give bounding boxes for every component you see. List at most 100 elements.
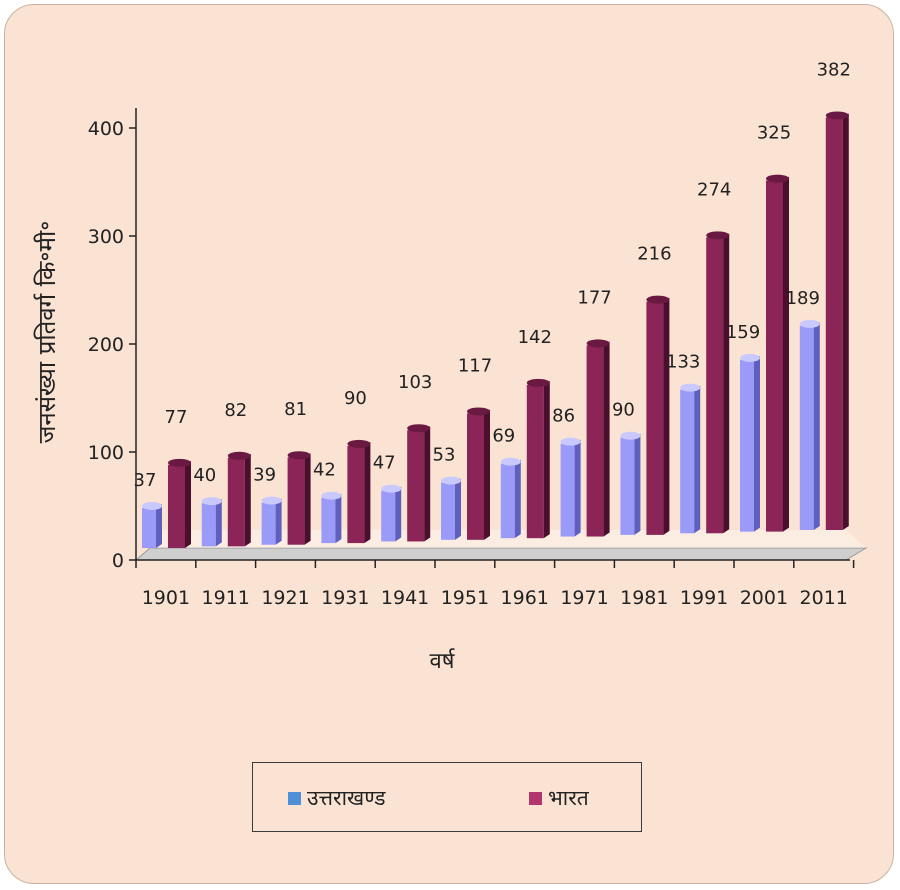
legend-item-uttarakhand: उत्तराखण्ड xyxy=(288,784,385,812)
bar-0-1941 xyxy=(381,484,402,542)
data-label: 142 xyxy=(518,327,552,348)
bar-side xyxy=(484,409,490,540)
data-label: 189 xyxy=(786,288,820,309)
data-label: 216 xyxy=(637,244,671,265)
bar-top xyxy=(168,458,191,467)
bar-top xyxy=(799,319,820,328)
bar-side xyxy=(275,498,282,545)
bar-top xyxy=(620,431,641,440)
bar-front xyxy=(287,457,305,545)
bar-0-1971 xyxy=(560,437,581,537)
bar-front xyxy=(227,457,245,547)
y-tick-label: 100 xyxy=(88,442,124,464)
bar-front xyxy=(680,389,695,534)
bar-side xyxy=(304,453,311,545)
x-tick-label: 1951 xyxy=(441,587,489,609)
bar-1-2011 xyxy=(825,111,849,530)
bar-1-1981 xyxy=(646,295,670,535)
bar-side xyxy=(842,113,849,530)
bar-side xyxy=(335,493,342,544)
data-label: 159 xyxy=(726,322,760,343)
bar-side xyxy=(813,321,820,530)
bar-side xyxy=(395,486,402,542)
x-tick-label: 2001 xyxy=(740,587,788,609)
bar-top xyxy=(287,451,311,460)
legend-label-uttarakhand: उत्तराखण्ड xyxy=(307,786,386,810)
bar-front xyxy=(261,502,276,545)
bar-front xyxy=(766,180,783,532)
bar-1-1911 xyxy=(227,451,251,547)
bar-side xyxy=(603,341,610,537)
bar-0-2011 xyxy=(799,319,820,530)
bar-top xyxy=(706,231,730,240)
bar-0-1981 xyxy=(620,431,641,535)
chart-floor xyxy=(134,547,868,561)
bar-0-1911 xyxy=(201,497,222,547)
x-tick-label: 1901 xyxy=(142,587,190,609)
bar-front xyxy=(620,437,635,535)
bar-front xyxy=(500,463,515,539)
data-label: 90 xyxy=(612,400,635,421)
bar-1-1921 xyxy=(287,451,311,545)
bar-top xyxy=(261,496,282,505)
bar-top xyxy=(646,295,670,304)
data-label: 133 xyxy=(666,352,700,373)
bar-1-1941 xyxy=(407,424,431,542)
bar-1-2001 xyxy=(766,174,789,532)
bar-top xyxy=(500,457,521,466)
data-label: 274 xyxy=(697,179,731,200)
x-tick-label: 1921 xyxy=(261,587,309,609)
bar-1-1961 xyxy=(526,378,550,539)
y-tick-label: 0 xyxy=(112,550,124,572)
bar-front xyxy=(441,482,455,540)
bar-side xyxy=(156,504,162,548)
bar-0-2001 xyxy=(740,353,760,532)
data-label: 82 xyxy=(224,400,247,421)
x-tick-label: 1941 xyxy=(381,587,429,609)
bar-front xyxy=(467,413,484,540)
bar-top xyxy=(680,383,701,392)
bar-side xyxy=(663,297,670,535)
data-label: 90 xyxy=(344,388,367,409)
data-label: 103 xyxy=(398,372,432,393)
x-tick-label: 1981 xyxy=(620,587,668,609)
data-label: 325 xyxy=(757,123,791,144)
data-label: 42 xyxy=(313,460,336,481)
data-label: 117 xyxy=(458,355,492,376)
bar-front xyxy=(740,359,754,532)
bar-1-1951 xyxy=(467,407,490,540)
bar-top xyxy=(201,497,222,506)
y-tick-label: 300 xyxy=(88,226,124,248)
data-label: 40 xyxy=(193,465,216,486)
bar-side xyxy=(754,355,760,532)
bar-side xyxy=(215,499,222,547)
bar-top xyxy=(407,424,431,433)
bar-side xyxy=(244,453,251,547)
bar-top xyxy=(467,407,490,416)
data-label: 382 xyxy=(817,59,851,80)
data-label: 86 xyxy=(552,406,575,427)
bar-top xyxy=(526,378,550,387)
bar-side xyxy=(723,233,730,534)
data-label: 39 xyxy=(253,465,276,486)
legend-item-bharat: भारत xyxy=(529,784,589,812)
bar-front xyxy=(586,345,604,537)
y-tick-label: 200 xyxy=(88,334,124,356)
bar-chart: 0 100 200 300 400 1901 1911 1921 1931 1941 1951 196… xyxy=(33,59,868,674)
bar-front xyxy=(706,237,724,534)
bar-front xyxy=(142,508,156,548)
bar-side xyxy=(543,380,550,539)
data-label: 81 xyxy=(284,399,307,420)
bar-top xyxy=(347,439,371,448)
bar-0-1931 xyxy=(321,491,342,544)
bar-top xyxy=(321,491,342,500)
legend: उत्तराखण्ड भारत xyxy=(252,762,642,832)
x-tick-label: 2011 xyxy=(800,587,848,609)
bar-front xyxy=(646,301,664,535)
data-label: 77 xyxy=(165,407,188,428)
data-label: 177 xyxy=(577,287,611,308)
bar-side xyxy=(634,433,641,535)
bar-top xyxy=(381,484,402,493)
y-tick-label: 400 xyxy=(88,118,124,140)
legend-swatch-uttarakhand xyxy=(288,791,301,805)
